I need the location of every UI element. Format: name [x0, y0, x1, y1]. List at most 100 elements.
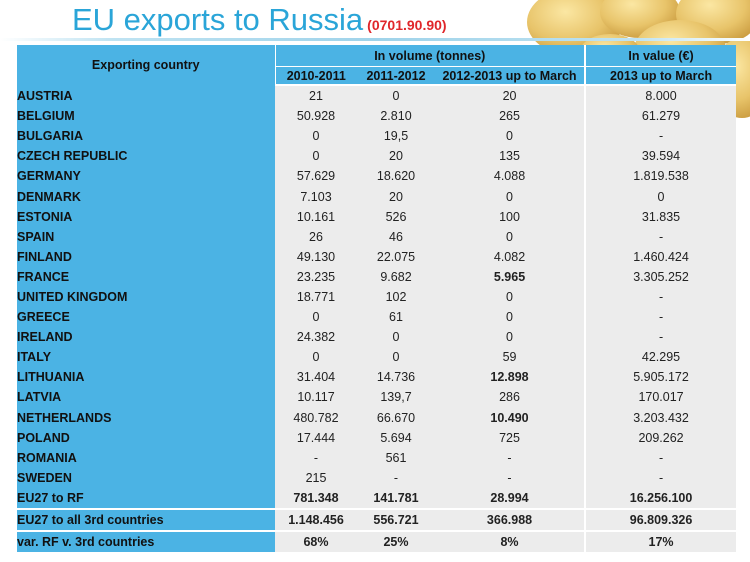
- value-cell: 61.279: [584, 106, 737, 127]
- volume-2010-cell: 480.782: [275, 407, 357, 428]
- volume-2011-cell: 9.682: [357, 266, 435, 287]
- table-row: GREECE 0 61 0-: [17, 307, 737, 328]
- volume-2010-cell: 0: [275, 307, 357, 328]
- value-cell: 16.256.100: [584, 487, 737, 509]
- volume-2011-cell: 102: [357, 286, 435, 308]
- value-cell: -: [584, 126, 737, 147]
- volume-2012-cell: 12.898: [435, 367, 586, 388]
- table-row: POLAND 17.444 5.694 725 209.262: [17, 427, 737, 448]
- volume-2012-cell: -: [435, 447, 586, 468]
- volume-2010-cell: 0: [275, 347, 357, 368]
- table-row: FINLAND 49.130 22.075 4.082 1.460.424: [17, 246, 737, 267]
- volume-2011-cell: 18.620: [357, 166, 435, 187]
- volume-2010-cell: 781.348: [275, 487, 357, 509]
- volume-2011-cell: 25%: [357, 529, 435, 552]
- value-cell: 8.000: [584, 85, 737, 107]
- value-cell: -: [584, 307, 737, 328]
- volume-2012-cell: 59: [435, 347, 586, 368]
- value-cell: 96.809.326: [584, 507, 737, 531]
- volume-2010-cell: 50.928: [275, 106, 357, 127]
- table-row: ROMANIA -561- -: [17, 447, 737, 468]
- volume-2012-cell: 0: [435, 307, 586, 328]
- table-row: UNITED KINGDOM 18.771 102 0-: [17, 286, 737, 308]
- volume-2011-cell: 556.721: [357, 507, 435, 531]
- country-cell: EU27 to RF: [17, 487, 275, 509]
- header-country: Exporting country: [17, 45, 276, 85]
- value-cell: -: [584, 467, 737, 488]
- table-row: IRELAND 24.382 0 0-: [17, 327, 737, 348]
- country-cell: UNITED KINGDOM: [17, 286, 275, 308]
- volume-2010-cell: 21: [275, 85, 357, 107]
- volume-2011-cell: 22.075: [357, 246, 435, 267]
- volume-2012-cell: 265: [435, 106, 586, 127]
- volume-2012-cell: 10.490: [435, 407, 586, 428]
- volume-2012-cell: 366.988: [435, 507, 586, 531]
- volume-2011-cell: 0: [357, 85, 435, 107]
- value-cell: -: [584, 447, 737, 468]
- volume-2012-cell: 135: [435, 146, 586, 167]
- volume-2012-cell: 4.088: [435, 166, 586, 187]
- page-title: EU exports to Russia: [72, 2, 364, 37]
- country-cell: POLAND: [17, 427, 275, 448]
- table-row: SPAIN 26 46 0-: [17, 226, 737, 247]
- volume-2011-cell: 141.781: [357, 487, 435, 509]
- volume-2011-cell: 46: [357, 226, 435, 247]
- volume-2011-cell: 20: [357, 186, 435, 207]
- volume-2010-cell: 0: [275, 126, 357, 147]
- volume-2012-cell: 0: [435, 327, 586, 348]
- value-cell: 1.819.538: [584, 166, 737, 187]
- country-cell: var. RF v. 3rd countries: [17, 529, 275, 552]
- volume-2010-cell: 7.103: [275, 186, 357, 207]
- table-row: ITALY 0 0 59 42.295: [17, 347, 737, 368]
- country-cell: FRANCE: [17, 266, 275, 287]
- country-cell: ITALY: [17, 347, 275, 368]
- country-cell: BULGARIA: [17, 126, 275, 147]
- title-underline: [0, 38, 750, 41]
- table-row: AUSTRIA 21 0 20 8.000: [17, 85, 737, 107]
- volume-2010-cell: 215: [275, 467, 357, 488]
- country-cell: NETHERLANDS: [17, 407, 275, 428]
- country-cell: AUSTRIA: [17, 85, 275, 107]
- country-cell: ROMANIA: [17, 447, 275, 468]
- table-row: DENMARK 7.103 20 0 0: [17, 186, 737, 207]
- value-cell: 3.203.432: [584, 407, 737, 428]
- country-cell: FINLAND: [17, 246, 275, 267]
- volume-2010-cell: 10.117: [275, 387, 357, 408]
- table-row-eu27-rf: EU27 to RF 781.348 141.781 28.994 16.256.100: [17, 487, 737, 509]
- header-value-group: In value (€): [584, 45, 737, 67]
- country-cell: CZECH REPUBLIC: [17, 146, 275, 167]
- table-row: SWEDEN 215- - -: [17, 467, 737, 488]
- volume-2012-cell: 0: [435, 286, 586, 308]
- volume-2010-cell: 31.404: [275, 367, 357, 388]
- country-cell: EU27 to all 3rd countries: [17, 507, 275, 531]
- country-cell: GERMANY: [17, 166, 275, 187]
- volume-2010-cell: -: [275, 447, 357, 468]
- header-col-2010: 2010-2011: [275, 66, 357, 86]
- value-cell: 209.262: [584, 427, 737, 448]
- table-row: LATVIA 10.117 139,7 286 170.017: [17, 387, 737, 408]
- country-cell: LITHUANIA: [17, 367, 275, 388]
- value-cell: -: [584, 327, 737, 348]
- volume-2012-cell: 100: [435, 206, 586, 227]
- country-cell: BELGIUM: [17, 106, 275, 127]
- volume-2010-cell: 49.130: [275, 246, 357, 267]
- value-cell: 170.017: [584, 387, 737, 408]
- country-cell: LATVIA: [17, 387, 275, 408]
- volume-2011-cell: 561: [357, 447, 435, 468]
- table-row: ESTONIA 10.161 526 100 31.835: [17, 206, 737, 227]
- title-block: EU exports to Russia (0701.90.90): [72, 2, 447, 38]
- volume-2010-cell: 10.161: [275, 206, 357, 227]
- value-cell: 1.460.424: [584, 246, 737, 267]
- table-row: BULGARIA 0 19,5 0-: [17, 126, 737, 147]
- volume-2010-cell: 57.629: [275, 166, 357, 187]
- volume-2012-cell: 4.082: [435, 246, 586, 267]
- volume-2011-cell: 5.694: [357, 427, 435, 448]
- header-volume-group: In volume (tonnes): [275, 45, 586, 67]
- value-cell: -: [584, 286, 737, 308]
- volume-2010-cell: 23.235: [275, 266, 357, 287]
- volume-2010-cell: 1.148.456: [275, 507, 357, 531]
- country-cell: ESTONIA: [17, 206, 275, 227]
- volume-2012-cell: 20: [435, 85, 586, 107]
- value-cell: -: [584, 226, 737, 247]
- table-row-variation: var. RF v. 3rd countries 68% 25% 8% 17%: [17, 529, 737, 552]
